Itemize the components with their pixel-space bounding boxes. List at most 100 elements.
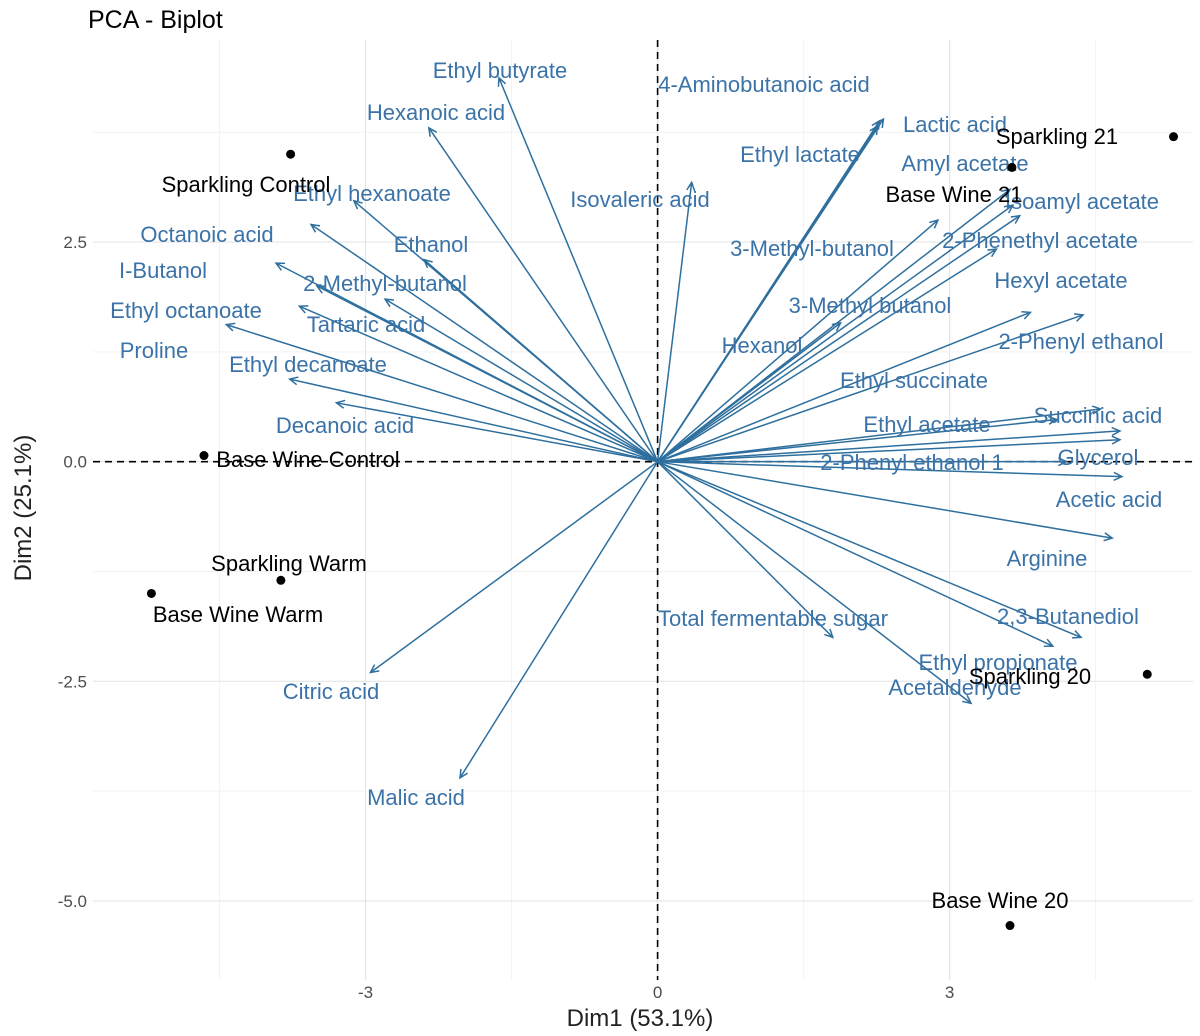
variable-arrowhead <box>459 768 469 780</box>
variable-label: Ethyl propionate <box>919 650 1078 675</box>
variable-arrow <box>384 298 658 463</box>
variable-label: Ethyl lactate <box>740 142 860 167</box>
variable-arrow <box>657 248 997 463</box>
individual-point <box>146 588 156 598</box>
variable-arrow <box>657 461 972 704</box>
variable-arrow <box>299 305 658 463</box>
variable-arrowhead <box>1103 532 1114 542</box>
variable-arrows <box>224 76 1124 780</box>
variable-arrowhead <box>422 258 433 269</box>
variable-label: Hexanoic acid <box>367 100 505 125</box>
individual-point <box>286 149 296 159</box>
variable-arrowhead <box>869 124 879 136</box>
variable-arrow <box>498 77 659 462</box>
variable-arrowhead <box>1003 204 1015 214</box>
variable-label: 2,3-Butanediol <box>997 604 1139 629</box>
chart-title: PCA - Biplot <box>88 6 223 34</box>
variable-label: Ethanol <box>394 232 469 257</box>
variable-label: Total fermentable sugar <box>658 606 888 631</box>
variable-label: 2-Phenethyl acetate <box>942 228 1138 253</box>
variable-label: 3-Methyl butanol <box>789 293 952 318</box>
variable-arrowhead <box>1111 435 1122 445</box>
variable-label: Malic acid <box>367 785 465 810</box>
variable-arrowhead <box>962 694 973 705</box>
variable-arrow <box>656 125 879 463</box>
variable-label: Glycerol <box>1058 445 1139 470</box>
variable-label: Ethyl octanoate <box>110 298 262 323</box>
variable-arrowhead <box>383 298 395 308</box>
variable-label: Ethyl butyrate <box>433 58 568 83</box>
variable-arrow <box>336 402 658 463</box>
variable-arrow <box>657 430 1121 463</box>
axis-ticks: -3 0 3 -5.0 -2.5 0.0 2.5 <box>58 233 955 1002</box>
variable-label: Lactic acid <box>903 112 1007 137</box>
y-tick-label: 0.0 <box>63 453 87 472</box>
variable-arrow <box>657 460 1113 539</box>
variable-label: Octanoic acid <box>140 222 273 247</box>
y-tick-label: -2.5 <box>58 672 87 691</box>
variable-label: Hexanol <box>722 333 803 358</box>
variable-label: Succinic acid <box>1034 403 1162 428</box>
variable-arrow <box>657 314 1084 463</box>
variable-arrowhead <box>1091 405 1103 415</box>
variable-arrowhead <box>831 321 842 332</box>
variable-arrowhead <box>427 126 438 137</box>
y-axis-title: Dim2 (25.1%) <box>10 435 37 582</box>
variable-label: Acetic acid <box>1056 487 1162 512</box>
variable-arrow <box>657 438 1121 463</box>
variable-label: Decanoic acid <box>276 413 414 438</box>
variable-arrowhead <box>1021 310 1033 320</box>
variable-arrow <box>657 408 1101 463</box>
variable-arrowhead <box>875 117 885 129</box>
variable-label: 2-Phenyl ethanol <box>998 329 1163 354</box>
variable-arrow <box>657 461 1054 647</box>
variable-arrow <box>657 461 834 638</box>
variable-arrow <box>423 259 659 463</box>
variable-label: Ethyl acetate <box>863 412 990 437</box>
variable-arrowhead <box>824 628 835 639</box>
x-tick-label: -3 <box>358 983 373 1002</box>
variable-arrow <box>657 322 842 463</box>
y-tick-label: 2.5 <box>63 233 87 252</box>
individual-label: Sparkling 21 <box>996 124 1118 149</box>
variable-arrowhead <box>497 76 507 87</box>
variable-arrowhead <box>1111 426 1122 437</box>
variable-arrowhead <box>369 664 380 674</box>
variable-arrowhead <box>686 180 696 192</box>
variable-arrow <box>428 127 659 463</box>
variable-label: Acetaldehyde <box>888 675 1021 700</box>
variable-arrow <box>310 223 659 463</box>
variable-labels: Ethyl butyrate Hexanoic acid 4-Aminobutano… <box>110 58 1163 810</box>
variable-label: 4-Aminobutanoic acid <box>658 72 870 97</box>
variable-label: Ethyl decanoate <box>229 352 387 377</box>
x-tick-label: 3 <box>945 983 954 1002</box>
y-tick-label: -5.0 <box>58 892 87 911</box>
variable-arrow <box>657 460 1082 639</box>
variable-arrowhead <box>1113 471 1124 481</box>
variable-arrow <box>657 311 1031 463</box>
variable-label: Ethyl hexanoate <box>293 181 451 206</box>
variable-arrow <box>657 418 1057 463</box>
variable-arrowhead <box>287 376 299 386</box>
variable-arrow <box>657 219 939 463</box>
individual-label: Base Wine Control <box>216 447 399 472</box>
variable-label: I-Butanol <box>119 258 207 283</box>
variable-label: Citric acid <box>283 679 380 704</box>
x-axis-title: Dim1 (53.1%) <box>567 1005 714 1032</box>
variable-label: Amyl acetate <box>901 151 1028 176</box>
variable-label: 2-Methyl-butanol <box>303 271 467 296</box>
variable-arrowhead <box>929 218 940 229</box>
individual-label: Base Wine 20 <box>932 888 1069 913</box>
variable-arrowhead <box>297 305 309 314</box>
variable-label: Isoamyl acetate <box>1005 189 1159 214</box>
variable-label: Isovaleric acid <box>570 187 709 212</box>
variable-arrowhead <box>1047 415 1059 425</box>
variable-arrowhead <box>309 223 321 233</box>
variable-arrow <box>656 182 693 462</box>
variable-arrow <box>369 461 659 674</box>
variable-arrowhead <box>1058 457 1069 467</box>
variable-arrow <box>657 460 1122 478</box>
variable-arrowhead <box>1072 630 1083 639</box>
variable-arrow <box>459 461 659 779</box>
